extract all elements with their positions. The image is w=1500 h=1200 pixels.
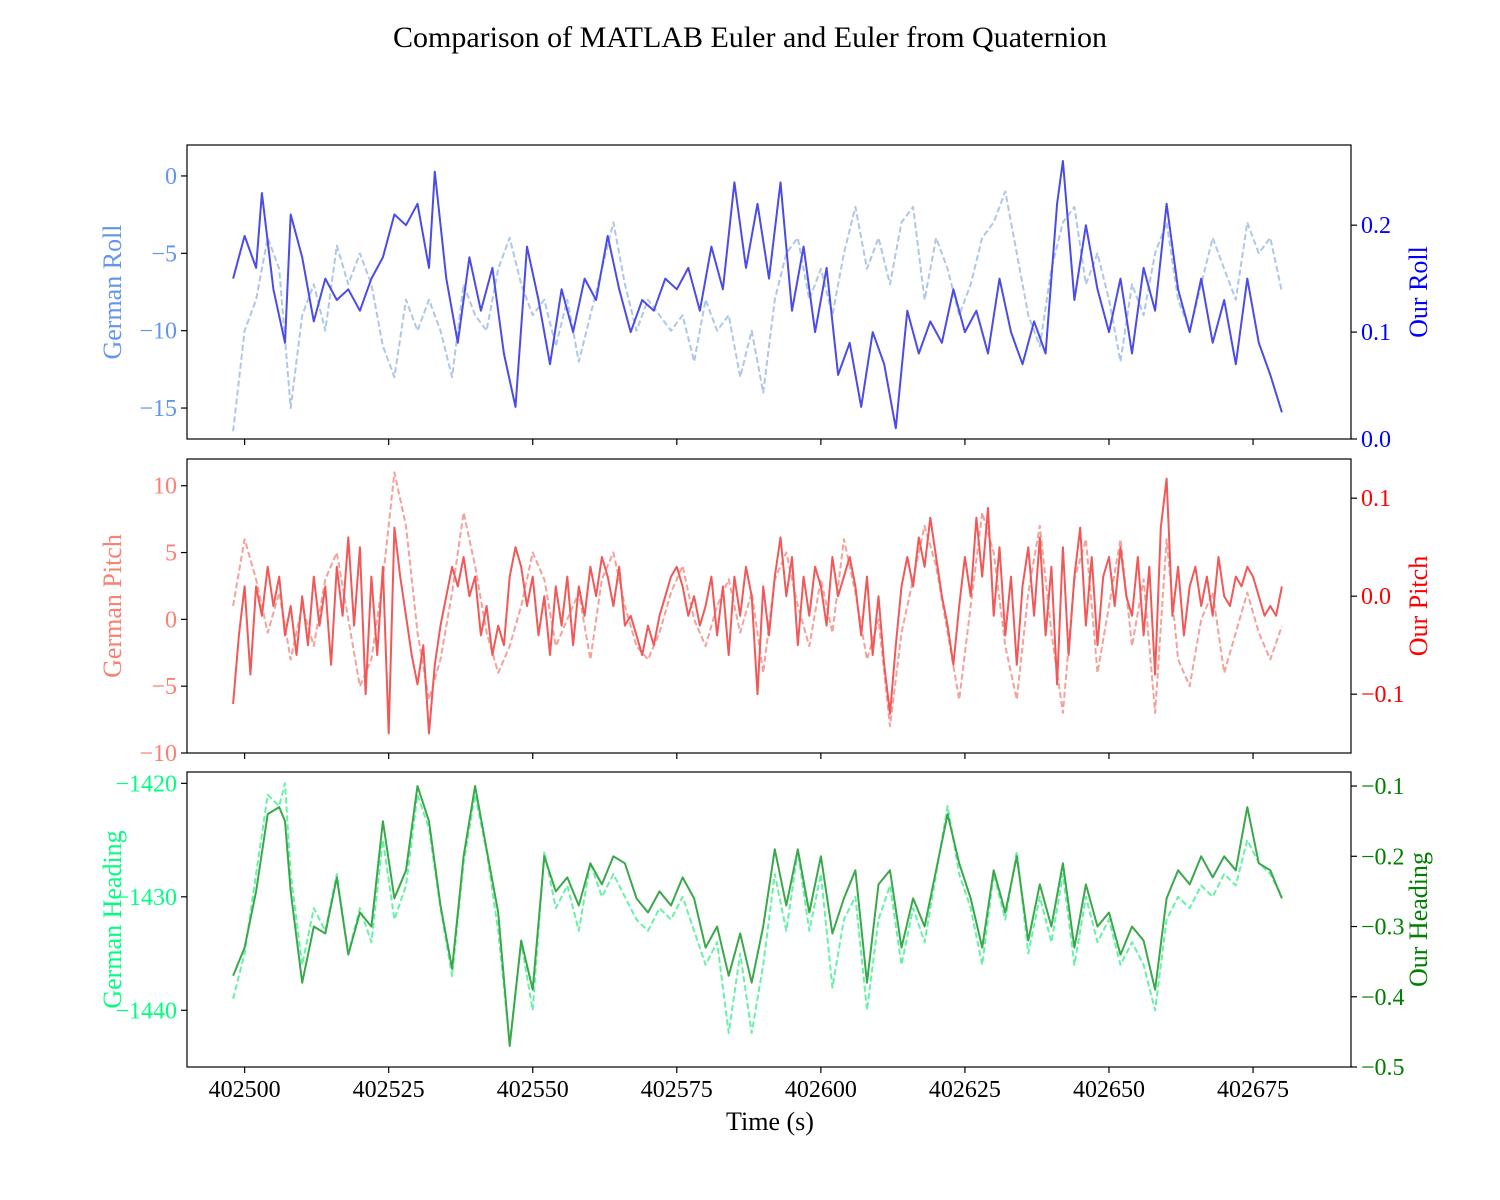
pitch-plot-frame [186,458,1352,754]
roll-our-series-line [232,160,1283,430]
roll-left-y-tick-label: −15 [139,396,177,422]
pitch-right-y-tick-label: −0.1 [1361,682,1405,708]
pitch-left-y-tick-label: −10 [139,741,177,767]
x-tick-label: 402525 [353,1077,425,1103]
roll-right-y-axis-label: Our Roll [1404,246,1433,338]
roll-left-y-tick-label: −5 [151,241,177,267]
roll-left-y-axis-label: German Roll [98,224,127,359]
pitch-left-y-tick-label: −5 [151,674,177,700]
heading-left-y-tick-label: −1440 [115,998,177,1024]
roll-subplot: 0 −5 −10 −15 0.0 0.1 0.2 German Roll Our Roll [98,144,1433,453]
heading-plot-frame [186,771,1352,1068]
heading-right-y-tick-label: −0.2 [1361,844,1405,870]
heading-right-y-axis-label: Our Heading [1404,852,1433,987]
pitch-left-y-tick-label: 0 [165,607,177,633]
x-tick-label: 402650 [1073,1077,1145,1103]
pitch-german-series-line [232,471,1283,728]
heading-german-series-line [232,782,1283,1046]
heading-right-y-tick-label: −0.1 [1361,774,1405,800]
pitch-right-y-tick-label: 0.0 [1361,584,1391,610]
x-tick-label: 402625 [929,1077,1001,1103]
pitch-left-y-tick-label: 10 [153,474,177,500]
pitch-subplot: 10 5 0 −5 −10 0.1 0.0 −0.1 German Pitch Our Pitch [98,458,1433,767]
roll-german-series-line [232,190,1283,432]
heading-right-y-tick-label: −0.4 [1361,985,1405,1011]
heading-right-y-tick-label: −0.5 [1361,1055,1405,1081]
x-tick-label: 402600 [785,1077,857,1103]
roll-left-y-tick-label: −10 [139,319,177,345]
roll-left-y-tick-label: 0 [165,164,177,190]
pitch-right-y-axis-label: Our Pitch [1404,556,1433,656]
x-tick-label: 402550 [497,1077,569,1103]
x-tick-label: 402675 [1217,1077,1289,1103]
heading-subplot: 402500 402525 402550 402575 402600 402625 4026… [98,771,1433,1103]
heading-our-series-line [232,785,1283,1047]
x-tick-label: 402500 [209,1077,281,1103]
roll-right-y-tick-label: 0.1 [1361,320,1391,346]
heading-right-y-tick-label: −0.3 [1361,915,1405,941]
roll-plot-frame [186,144,1352,440]
heading-left-y-tick-label: −1430 [115,885,177,911]
pitch-our-series-line [232,477,1283,735]
roll-right-y-tick-label: 0.2 [1361,213,1391,239]
x-axis-label: Time (s) [726,1107,814,1136]
pitch-right-y-tick-label: 0.1 [1361,486,1391,512]
heading-left-y-tick-label: −1420 [115,771,177,797]
roll-right-y-tick-label: 0.0 [1361,427,1391,453]
figure-title: Comparison of MATLAB Euler and Euler fro… [393,21,1107,54]
x-tick-label: 402575 [641,1077,713,1103]
pitch-left-y-axis-label: German Pitch [98,534,127,678]
pitch-left-y-tick-label: 5 [165,541,177,567]
heading-left-y-axis-label: German Heading [98,830,127,1008]
